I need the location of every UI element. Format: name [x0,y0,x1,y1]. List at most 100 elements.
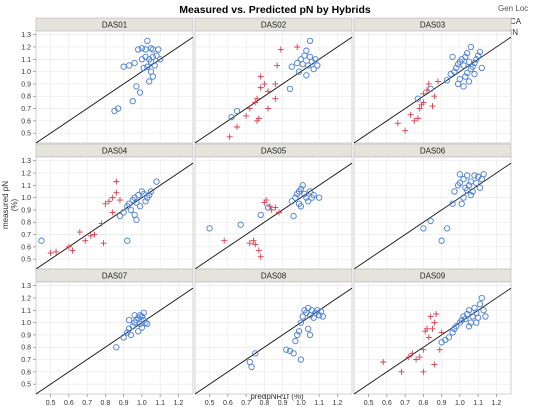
point-ca [125,200,133,207]
point-ca [471,70,478,78]
point-in [233,124,240,130]
point-ca [116,212,124,220]
point-ca [476,301,484,308]
point-ca [469,63,476,70]
point-ca [465,78,473,85]
point-ca [125,62,133,69]
point-in [277,46,284,53]
point-in [274,62,281,69]
x-tick-label: 1.1 [473,400,483,407]
point-ca [303,72,310,79]
point-ca [460,194,467,201]
point-in [425,80,432,87]
point-in [411,117,418,124]
point-ca [147,45,155,52]
point-in [268,206,275,213]
point-ca [464,69,471,76]
legend-in-label: IN [510,28,518,37]
point-ca [297,356,305,363]
reference-line-das05 [194,162,353,270]
x-tick-label: 0.9 [278,400,288,407]
panel-plot-das06 [353,156,512,270]
point-ca [305,325,312,332]
point-in [69,247,76,254]
point-ca [443,77,451,84]
point-ca [315,194,323,201]
point-in [433,311,440,317]
point-in [47,250,54,256]
point-in [402,127,409,134]
point-in [116,197,123,204]
point-ca [451,68,458,75]
y-tick-label: 1.3 [21,158,31,165]
point-in [272,204,279,211]
point-ca [473,56,480,63]
x-tick-label: 1.0 [137,400,147,407]
panel-plot-das04 [35,156,194,270]
point-ca [451,188,458,195]
point-in [266,203,273,210]
point-ca [228,114,235,121]
point-ca [427,85,434,92]
point-ca [478,64,485,72]
point-ca [467,192,474,199]
point-ca [144,37,151,44]
point-ca [299,313,306,320]
point-ca [476,184,484,191]
x-tick-label: 0.9 [119,400,129,407]
point-in [257,73,264,80]
legend-ca-label: CA [510,17,522,26]
point-in [106,198,113,205]
point-in [255,115,262,122]
point-ca [449,53,456,60]
point-in [243,112,250,119]
point-ca [456,179,464,186]
point-ca [295,68,303,75]
point-in [438,329,445,336]
point-ca [142,198,149,205]
point-ca [264,204,272,211]
point-ca [131,312,138,319]
point-in [265,105,272,112]
point-ca [288,198,295,205]
point-ca [286,85,294,92]
point-ca [314,62,321,69]
reference-line-das08 [194,287,353,395]
point-in [429,103,436,110]
chart-title: Measured vs. Predicted pN by Hybrids [179,4,371,16]
point-ca [136,320,144,327]
y-tick-label: 1.2 [21,45,31,52]
point-ca [460,62,467,69]
point-ca [306,331,314,339]
panel-plot-das01 [35,30,194,144]
point-ca [456,75,464,83]
x-tick-label: 1.2 [333,400,343,407]
y-tick-label: 0.5 [21,257,31,264]
point-in [246,240,253,247]
point-in [261,80,268,87]
legend-title: Gen Loc [498,4,529,13]
point-ca [458,317,465,324]
point-ca [294,331,301,339]
point-ca [465,182,473,189]
x-tick-label: 1.0 [296,400,306,407]
point-ca [443,225,451,232]
point-ca [312,56,319,63]
point-ca [146,78,153,85]
point-ca [438,237,445,244]
reference-line-das09 [353,287,512,395]
point-ca [153,52,160,59]
point-ca [38,237,45,244]
point-ca [115,105,122,112]
point-in [265,88,272,95]
x-tick-label: 1.0 [455,400,465,407]
point-ca [292,194,299,201]
y-tick-label: 0.7 [21,106,31,113]
reference-line-das04 [35,162,194,270]
point-in [257,84,264,91]
point-in [109,194,116,201]
point-ca [144,320,151,327]
point-in [250,237,257,244]
point-in [100,240,107,247]
point-ca [252,350,259,357]
